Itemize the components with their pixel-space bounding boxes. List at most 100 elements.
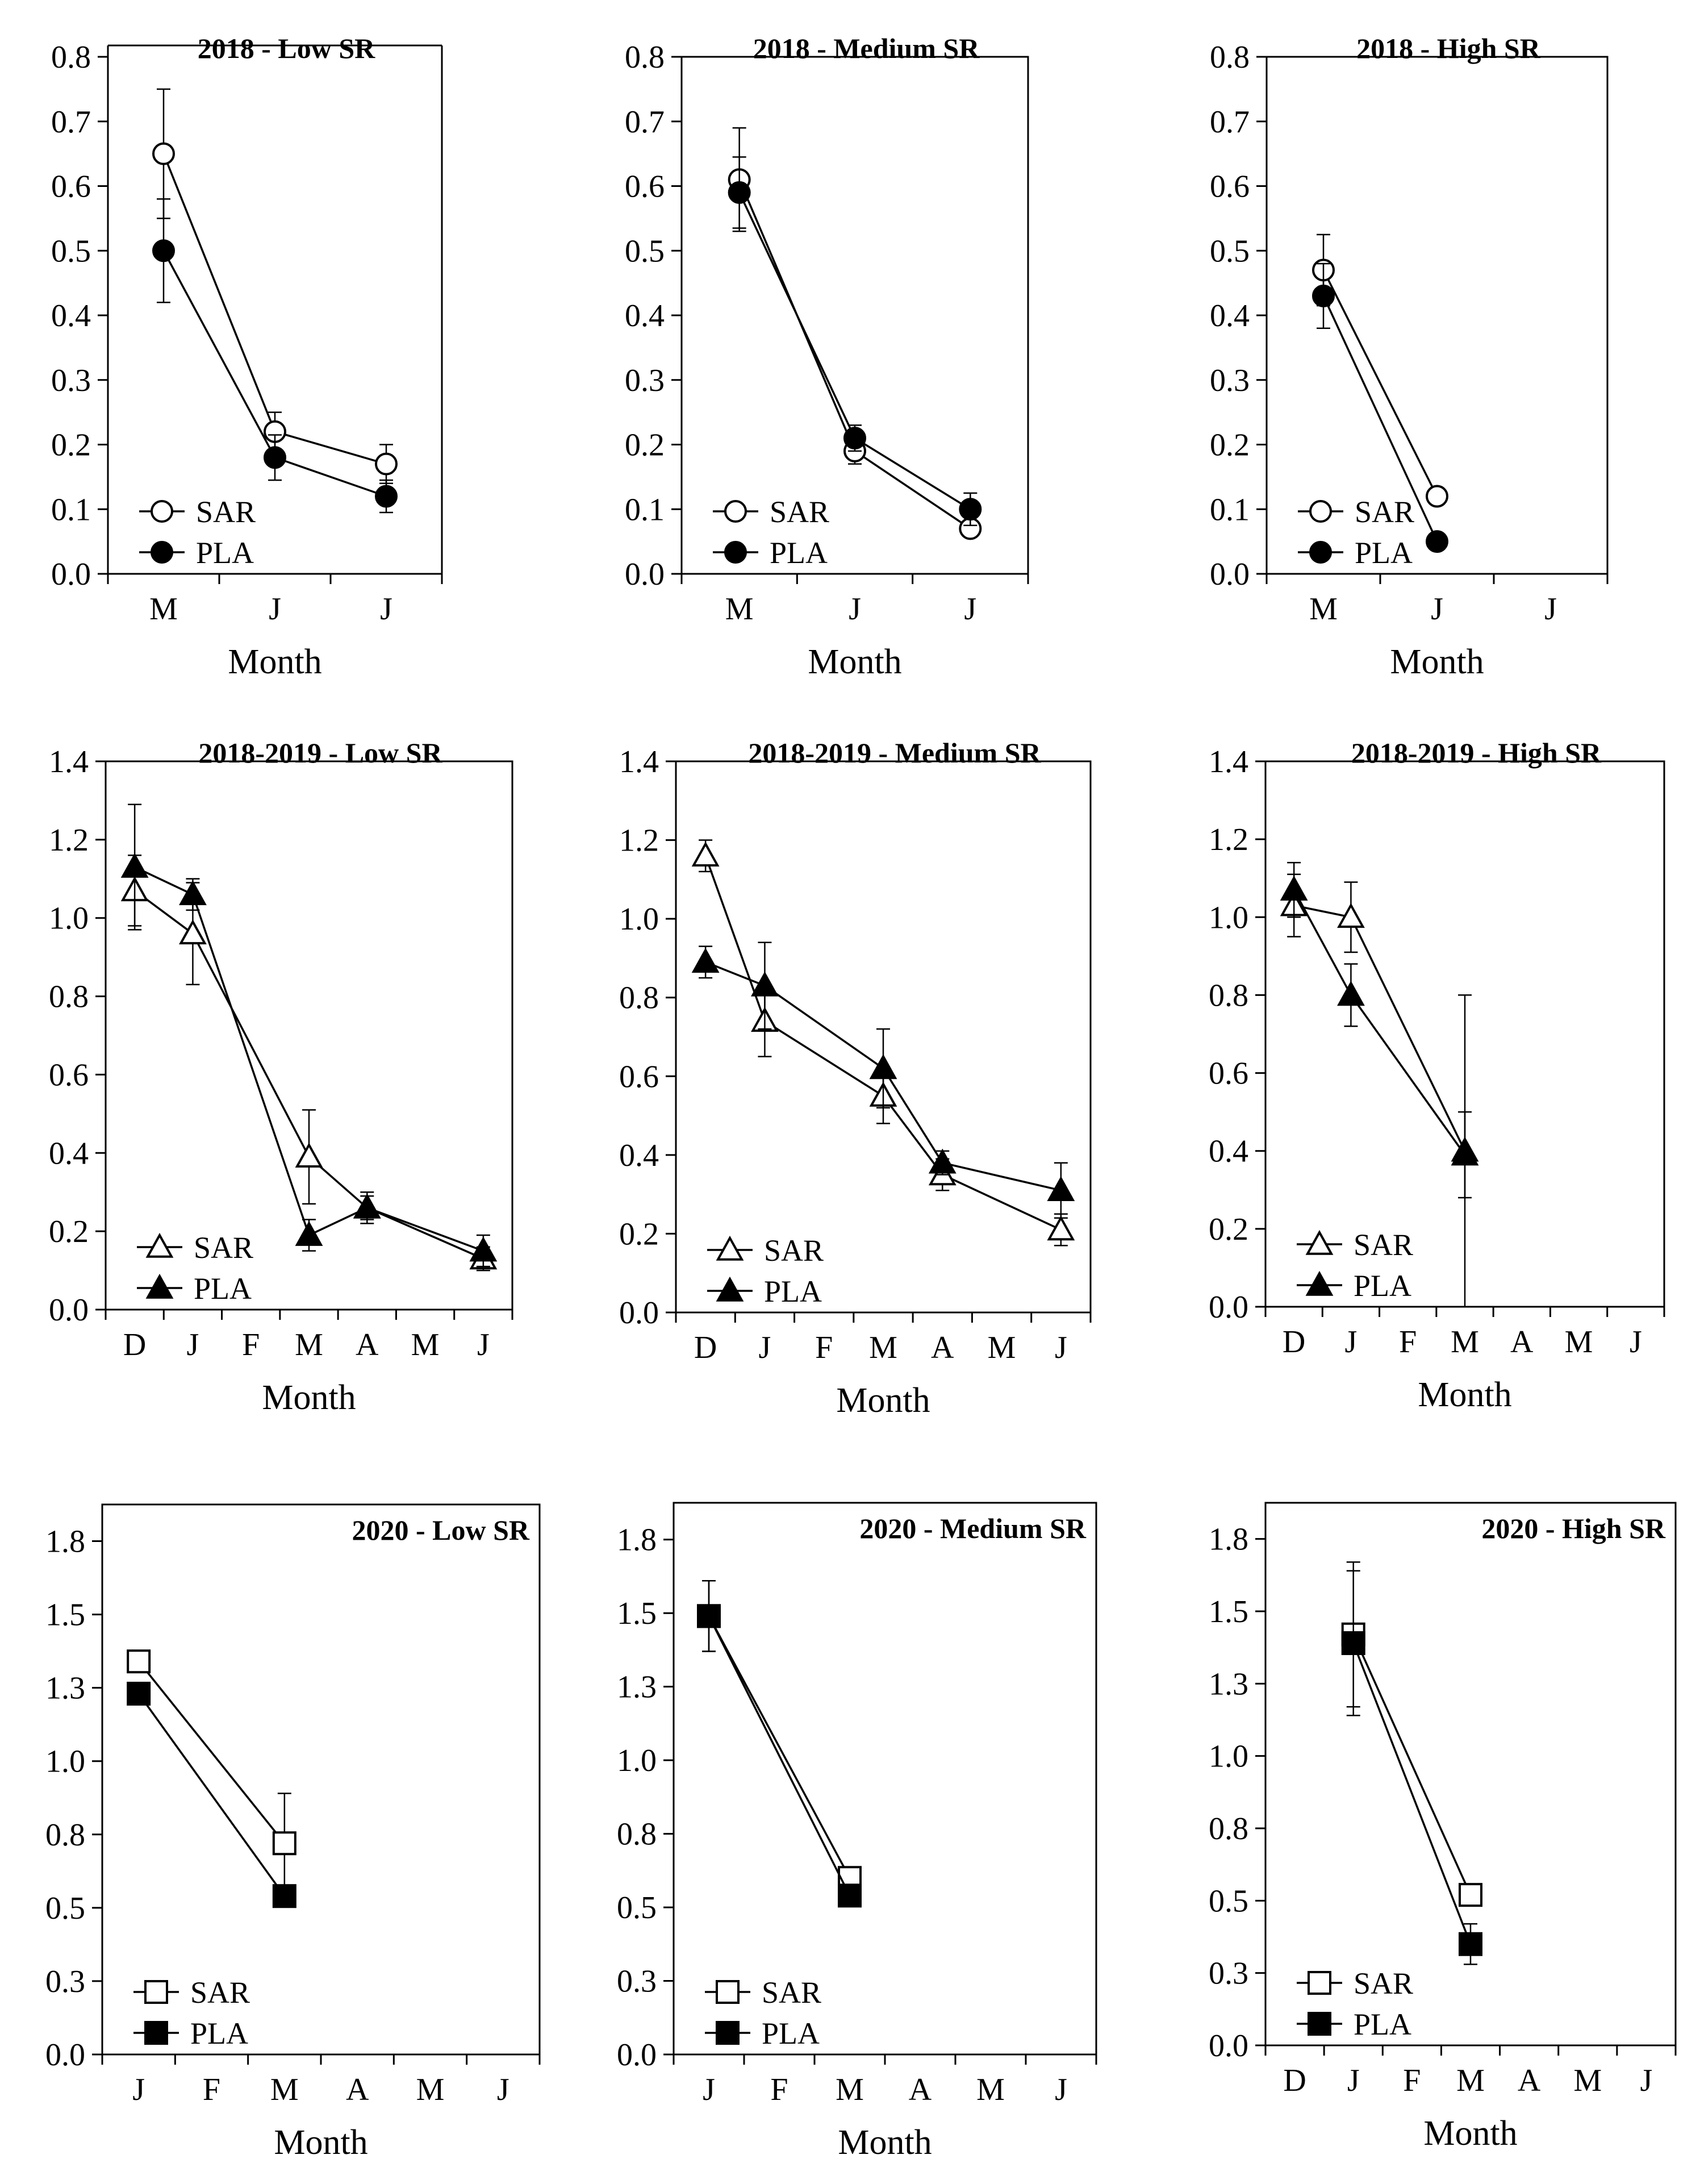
y-tick-label: 0.8: [45, 1818, 85, 1853]
x-tick-label: J: [1640, 2063, 1653, 2098]
data-point-pla: [691, 948, 720, 973]
panel-title: 2020 - Medium SR: [859, 1512, 1087, 1544]
legend-label-sar: SAR: [1354, 1228, 1413, 1262]
chart-panel-5: 0.0 0.2 0.4 0.6 0.8 1.0 1.2 1.4 D J F M A M J Month 2018…: [619, 737, 1092, 1420]
legend-marker-pla: [716, 1276, 744, 1302]
legend-label-pla: PLA: [194, 1272, 252, 1306]
y-tick-label: 0.2: [51, 428, 91, 463]
x-tick-label: A: [356, 1327, 379, 1362]
series-line-sar: [738, 179, 971, 530]
x-tick-label: J: [497, 2072, 509, 2107]
y-tick-label: 0.6: [1209, 1056, 1248, 1091]
y-tick-label: 0.0: [1210, 557, 1250, 592]
data-point-pla: [959, 498, 982, 521]
data-point-sar: [691, 841, 720, 867]
legend-label-sar: SAR: [770, 495, 829, 529]
y-tick-label: 0.8: [625, 40, 665, 75]
data-point-pla: [272, 1884, 296, 1908]
data-point-pla: [264, 446, 286, 469]
x-tick-label: D: [123, 1327, 146, 1362]
panel-title: 2018-2019 - High SR: [1351, 737, 1602, 769]
y-tick-label: 1.0: [619, 902, 659, 937]
y-tick-label: 0.2: [625, 428, 665, 463]
legend-label-pla: PLA: [1355, 536, 1413, 570]
legend-marker-pla: [1308, 2012, 1331, 2036]
y-tick-label: 1.8: [45, 1524, 85, 1560]
data-point-sar: [152, 142, 175, 165]
y-tick-label: 0.5: [617, 1890, 657, 1925]
legend-marker-pla: [151, 541, 173, 564]
x-axis-title: Month: [1423, 2114, 1517, 2153]
x-tick-label: J: [964, 591, 976, 627]
x-tick-label: D: [694, 1330, 717, 1365]
x-tick-label: J: [132, 2072, 145, 2107]
legend-label-sar: SAR: [762, 1975, 821, 2010]
y-tick-label: 0.2: [1209, 1212, 1248, 1247]
legend-label-pla: PLA: [762, 2016, 820, 2050]
data-point-sar: [1337, 903, 1365, 928]
y-tick-label: 0.2: [619, 1216, 659, 1252]
x-tick-label: F: [815, 1330, 833, 1365]
series-line-sar: [708, 1615, 851, 1879]
data-point-pla: [869, 1054, 897, 1080]
data-point-pla: [1459, 1932, 1482, 1956]
y-tick-label: 0.1: [625, 492, 665, 527]
x-tick-label: J: [1544, 591, 1557, 627]
plot-frame: [673, 1502, 1097, 2056]
y-tick-label: 0.4: [49, 1136, 89, 1171]
y-tick-label: 0.3: [1210, 363, 1250, 398]
legend-marker-pla: [1309, 541, 1332, 564]
chart-panel-9: 0.00.30.50.81.01.31.51.8D J F M A M JMonth2020…: [1209, 1502, 1677, 2153]
x-tick-label: M: [1451, 1324, 1479, 1360]
series-line-sar: [1322, 269, 1438, 497]
y-tick-label: 1.5: [617, 1596, 657, 1631]
x-tick-label: M: [869, 1330, 897, 1365]
x-tick-label: A: [346, 2072, 369, 2107]
y-tick-label: 1.5: [1209, 1594, 1248, 1629]
data-point-pla: [152, 239, 175, 262]
panel-title: 2018-2019 - Medium SR: [748, 737, 1041, 769]
series-line-sar: [1293, 904, 1466, 1152]
series-line-sar: [137, 1661, 286, 1844]
y-tick-label: 1.3: [45, 1671, 85, 1706]
data-point-sar: [1047, 1215, 1075, 1241]
x-tick-label: J: [187, 1327, 199, 1362]
y-tick-label: 1.4: [49, 744, 89, 780]
plot-frame: [675, 760, 1092, 1314]
x-tick-label: F: [203, 2072, 220, 2107]
y-tick-label: 0.5: [625, 234, 665, 269]
legend-marker-sar: [1305, 1229, 1334, 1255]
legend-marker-sar: [1309, 500, 1332, 523]
legend-marker-pla: [724, 541, 747, 564]
y-tick-label: 1.2: [619, 823, 659, 858]
series-line-sar: [1352, 1634, 1472, 1895]
legend-marker-pla: [145, 1273, 174, 1299]
y-tick-label: 0.1: [51, 492, 91, 527]
x-tick-label: D: [1283, 1324, 1305, 1360]
y-tick-label: 1.8: [1209, 1522, 1248, 1557]
legend-label-pla: PLA: [764, 1274, 822, 1308]
data-point-pla: [1312, 284, 1335, 307]
chart-panel-3: 0.0 0.1 0.2 0.3 0.4 0.5 0.6 0.7 0.8 M J J Month 2018 …: [1210, 32, 1609, 681]
legend-label-pla: PLA: [190, 2016, 248, 2050]
y-tick-label: 0.8: [617, 1817, 657, 1852]
y-tick-label: 0.3: [45, 1964, 85, 1999]
x-tick-label: M: [725, 591, 754, 627]
data-point-sar: [127, 1649, 151, 1674]
y-tick-label: 0.0: [1209, 1290, 1248, 1325]
x-tick-label: F: [242, 1327, 260, 1362]
x-axis-title: Month: [808, 643, 901, 681]
legend-marker-sar: [1308, 1971, 1331, 1995]
legend-marker-sar: [724, 500, 747, 523]
data-point-pla: [179, 880, 207, 906]
y-tick-label: 0.4: [51, 298, 91, 334]
x-axis-title: Month: [228, 643, 321, 681]
panel-title: 2020 - High SR: [1481, 1512, 1666, 1544]
x-tick-label: F: [770, 2072, 788, 2107]
data-point-sar: [1426, 485, 1448, 508]
data-point-pla: [843, 427, 866, 450]
y-tick-label: 1.3: [1209, 1666, 1248, 1702]
x-axis-title: Month: [838, 2123, 932, 2162]
chart-panel-7: 0.0 0.3 0.5 0.8 1.0 1.3 1.5 1.8 J F M A M J Month 2020 …: [45, 1503, 541, 2162]
plot-frame: [101, 1503, 541, 2056]
